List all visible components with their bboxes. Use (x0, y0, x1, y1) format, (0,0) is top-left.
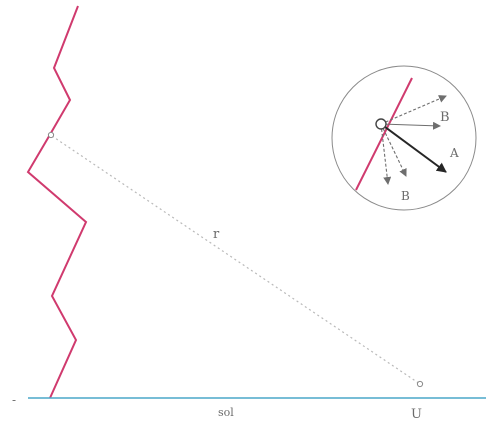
observer-point (416, 380, 424, 388)
ground-right-label: U (411, 407, 422, 422)
ray-label: r (213, 227, 220, 242)
inset-arrow-up-right (380, 95, 447, 125)
inset-detail: B A B (331, 65, 477, 211)
inset-arrow-main (380, 123, 447, 173)
inset-label-a: A (449, 146, 459, 160)
inset-surface-line (355, 77, 413, 191)
ground-mid-label: sol (218, 406, 234, 419)
ground-left-label: - (12, 393, 16, 407)
inset-origin-point (375, 118, 387, 130)
inset-arrow-down-left (380, 123, 392, 185)
inset-label-b-upper: B (440, 110, 450, 125)
rough-surface-line (26, 5, 88, 399)
dotted-ray (51, 135, 421, 385)
surface-point (47, 131, 55, 139)
inset-arrow-right (380, 121, 441, 130)
inset-label-b-lower: B (401, 189, 410, 203)
